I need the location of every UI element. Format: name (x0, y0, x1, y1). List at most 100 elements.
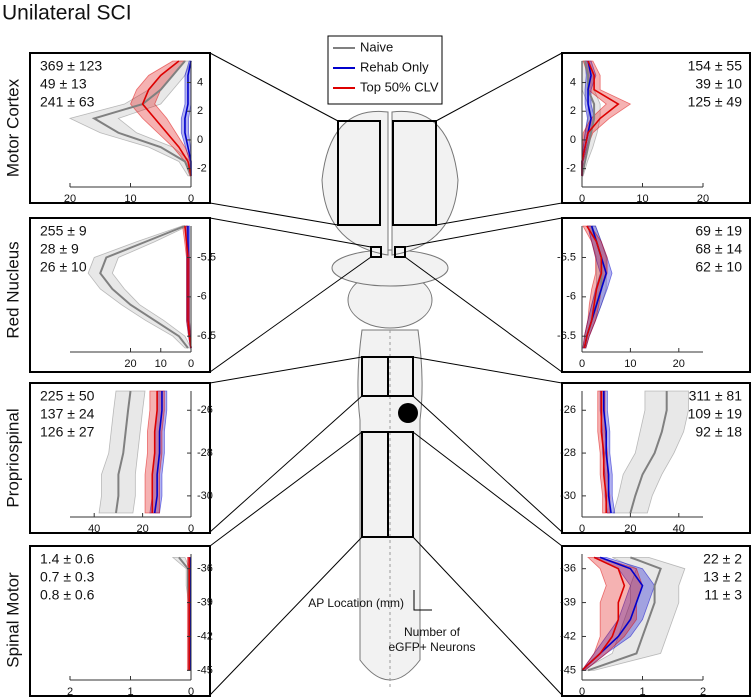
figure-title: Unilateral SCI (2, 2, 132, 25)
row-label: Red Nucleus (3, 241, 22, 338)
series-line (141, 60, 192, 176)
y-tick-label: -42 (560, 630, 576, 642)
y-tick-label: -45 (560, 664, 576, 676)
y-tick-label: -30 (197, 490, 213, 502)
x-tick-label: 0 (188, 358, 194, 370)
annotation: 22 ± 2 (703, 551, 742, 567)
y-tick-label: -6 (566, 291, 576, 303)
plot (581, 60, 632, 177)
annotation: 28 ± 9 (40, 241, 79, 257)
panel: 0 20 40 -30 -28 -26 311 ± 81 109 ± 19 92 ± 18 (560, 382, 751, 535)
legend-label: Top 50% CLV (360, 79, 439, 94)
y-tick-label: -2 (566, 163, 576, 175)
row-label: Motor Cortex (3, 78, 22, 177)
annotation: 92 ± 18 (695, 424, 742, 440)
x-tick-label: 20 (136, 523, 148, 535)
row-label: Propriospinal (3, 408, 22, 507)
panel: 0 1 2 -45 -42 -39 -36 1.4 ± 0.6 0.7 ± 0.3 0.8 ± 0… (29, 545, 213, 697)
region-boxes (337, 120, 437, 538)
panel: 0 10 20 -6.5 -6 -5.5 69 ± 19 68 ± 14 62 ± 10 (557, 217, 751, 373)
y-tick-label: 4 (570, 76, 576, 88)
error-band (98, 390, 146, 514)
series-line (587, 556, 662, 672)
region-box (387, 356, 414, 397)
annotation: 241 ± 63 (40, 94, 95, 110)
plot (582, 225, 613, 349)
scale-bar: AP Location (mm) Number of eGFP+ Neurons (308, 590, 476, 654)
x-tick-label: 2 (67, 686, 73, 697)
annotation: 11 ± 3 (704, 587, 742, 603)
panel-frame (561, 382, 751, 534)
series-line (184, 225, 192, 349)
x-tick-label: 0 (188, 686, 194, 697)
y-tick-label: -26 (560, 404, 576, 416)
x-tick-label: 0 (188, 523, 194, 535)
region-box (337, 120, 381, 226)
annotation: 109 ± 19 (688, 406, 743, 422)
panel: 0 10 20 -6.5 -6 -5.5 255 ± 9 28 ± 9 26 ± 10 (29, 217, 216, 373)
y-tick-label: -6.5 (197, 330, 216, 342)
panel: 0 20 40 -30 -28 -26 225 ± 50 137 ± 24 126 ± 27 (29, 382, 213, 535)
panel-frame (29, 545, 211, 697)
annotation: 126 ± 27 (40, 424, 95, 440)
scale-y-label: AP Location (mm) (308, 596, 404, 610)
panel-frame (29, 382, 211, 534)
series-line (600, 391, 607, 513)
annotation: 39 ± 10 (695, 76, 742, 92)
x-tick-label: 1 (639, 686, 645, 697)
annotation: 69 ± 19 (695, 223, 742, 239)
panel: 0 1 2 -45 -42 -39 -36 22 ± 2 13 ± 2 11 ± 3 (560, 545, 751, 697)
y-tick-label: -45 (197, 664, 213, 676)
series-line (153, 391, 163, 514)
y-tick-label: -26 (197, 404, 213, 416)
left-hemisphere (321, 110, 389, 256)
annotation: 125 ± 49 (688, 94, 743, 110)
x-tick-label: 20 (697, 193, 709, 205)
panel: 0 10 20 -2 0 2 4 154 ± 55 39 ± 10 125 ± 49 (561, 52, 751, 205)
annotation: 26 ± 10 (40, 259, 87, 275)
series-line (114, 390, 132, 514)
y-tick-label: -2 (197, 163, 207, 175)
series-line (184, 60, 192, 176)
legend-label: Rehab Only (360, 59, 429, 74)
x-tick-label: 20 (64, 193, 76, 205)
y-tick-label: -39 (197, 596, 213, 608)
panel-frame (29, 52, 211, 204)
plot (171, 556, 192, 671)
plot (98, 390, 168, 514)
annotation: 49 ± 13 (40, 76, 87, 92)
scale-bar-lines (413, 590, 432, 611)
y-tick-label: -5.5 (197, 251, 216, 263)
x-tick-label: 20 (673, 358, 685, 370)
annotation: 1.4 ± 0.6 (40, 551, 95, 567)
y-tick-label: -28 (197, 447, 213, 459)
y-tick-label: -6.5 (557, 330, 576, 342)
annotation: 137 ± 24 (40, 406, 95, 422)
y-tick-label: 0 (197, 134, 203, 146)
series-line (629, 391, 668, 514)
annotation: 311 ± 81 (689, 388, 743, 404)
x-tick-label: 10 (124, 193, 136, 205)
series-line (581, 60, 620, 176)
x-tick-label: 10 (155, 358, 167, 370)
x-tick-label: 1 (127, 686, 133, 697)
series-line (581, 556, 626, 671)
y-tick-label: 2 (570, 105, 576, 117)
y-tick-label: -42 (197, 630, 213, 642)
row-labels: Motor Cortex Red Nucleus Propriospinal S… (3, 78, 22, 667)
y-tick-label: -36 (197, 563, 213, 575)
x-tick-label: 20 (624, 523, 636, 535)
annotation: 0.8 ± 0.6 (40, 587, 95, 603)
scale-x-label: Number of (404, 625, 461, 639)
plot (87, 225, 192, 349)
annotation: 225 ± 50 (40, 388, 95, 404)
y-tick-label: 4 (197, 76, 203, 88)
x-tick-label: 0 (579, 523, 585, 535)
x-tick-label: 10 (636, 193, 648, 205)
scale-x-label: eGFP+ Neurons (388, 640, 475, 654)
region-box (394, 246, 406, 258)
x-tick-label: 2 (700, 686, 706, 697)
annotation: 13 ± 2 (703, 569, 742, 585)
annotation: 68 ± 14 (695, 241, 742, 257)
